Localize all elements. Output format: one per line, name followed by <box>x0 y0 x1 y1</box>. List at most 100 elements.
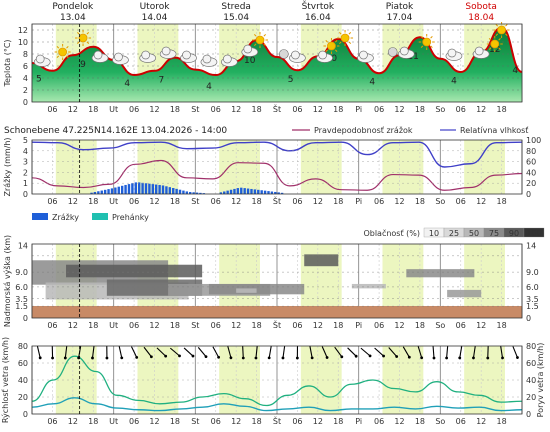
hour-tick-label: 18 <box>496 321 506 330</box>
weekday-tick-label: Pi <box>355 417 362 426</box>
hour-tick-label: 18 <box>333 321 343 330</box>
hour-tick-label: 06 <box>211 321 221 330</box>
hour-tick-label: 12 <box>68 321 78 330</box>
wind-direction-arrow <box>417 346 423 358</box>
precip-probability-line <box>31 159 523 191</box>
legend-rain-swatch <box>32 213 48 220</box>
hour-tick-label: 06 <box>292 105 302 114</box>
wind-direction-arrow <box>402 346 410 358</box>
cloud-axis-label: Nadmorská výška (km) <box>2 235 12 327</box>
hour-tick-label: 12 <box>68 197 78 206</box>
wind-direction-arrow <box>360 347 371 357</box>
hour-tick-label: 06 <box>374 321 384 330</box>
rain-bar <box>202 193 206 194</box>
wind-arrow-head <box>407 355 411 359</box>
weekday-tick-label: Št <box>273 319 281 330</box>
temperature-area <box>32 27 522 102</box>
cloud-scale-swatch <box>523 227 545 238</box>
hour-tick-label: 12 <box>149 321 159 330</box>
cloud-axis-tick: 0 <box>23 314 28 323</box>
hour-tick-label: 18 <box>88 197 98 206</box>
rain-bar <box>185 191 189 194</box>
wind-axis-tick: 60 <box>18 359 28 368</box>
temp-value-label: 9 <box>80 60 86 70</box>
sun-ray <box>56 55 60 59</box>
cloud-puff <box>141 50 151 60</box>
wind-direction-arrow <box>156 347 167 357</box>
hour-tick-label: 18 <box>170 417 180 426</box>
weekday-tick-label: So <box>435 197 445 206</box>
cloud-axis-tick: 9.0 <box>15 268 28 277</box>
wind-direction-arrow <box>459 345 463 359</box>
cloud-puff <box>182 50 191 60</box>
legend-prob-label: Pravdepodobnosť zrážok <box>314 126 413 135</box>
hour-tick-label: 12 <box>476 321 486 330</box>
temp-axis-tick: 2 <box>23 86 28 95</box>
hour-tick-label: 06 <box>374 417 384 426</box>
cloud-legend-title: Oblačnosť (%) <box>363 228 420 238</box>
rain-bar <box>100 190 103 194</box>
hour-tick-label: 06 <box>129 321 139 330</box>
cloud-axis-tick: 14 <box>18 241 28 250</box>
rain-bar <box>90 192 93 194</box>
sun-ray <box>339 31 342 35</box>
cloud-panel-frame <box>31 243 523 319</box>
wind-axis-tick: 40 <box>18 376 28 385</box>
temp-axis-tick: 4 <box>23 74 28 83</box>
hour-tick-label: 06 <box>292 197 302 206</box>
rain-bar <box>277 192 280 194</box>
hour-tick-label: 18 <box>496 105 506 114</box>
hour-tick-label: 18 <box>415 105 425 114</box>
cloud-puff <box>243 44 253 54</box>
hour-tick-label: 12 <box>231 321 241 330</box>
hour-tick-label: 18 <box>251 105 261 114</box>
sun-ray <box>325 49 328 53</box>
hour-tick-label: 06 <box>374 197 384 206</box>
hour-tick-label: 06 <box>211 197 221 206</box>
daylight-band <box>300 346 342 414</box>
rain-bar <box>137 182 141 194</box>
cloud-layer <box>236 288 257 293</box>
sun-icon <box>327 41 336 51</box>
hour-tick-label: 06 <box>47 197 57 206</box>
weekday-tick-label: So <box>435 417 445 426</box>
sun-ray <box>325 39 328 43</box>
hour-tick-label: 12 <box>476 197 486 206</box>
precip-axis-tick: 4 <box>23 147 28 156</box>
gust-axis-tick: 20 <box>526 393 536 402</box>
wind-arrow-head <box>325 356 329 359</box>
weekday-tick-label: So <box>435 105 445 114</box>
wind-arrow-head <box>382 354 385 358</box>
sun-ray <box>77 41 80 45</box>
humidity-line <box>31 141 523 168</box>
sun-ray <box>339 41 342 45</box>
day-name: Sobota <box>465 2 496 12</box>
rain-bar <box>274 191 277 194</box>
humidity-axis-tick: 80 <box>526 147 536 156</box>
rain-bar <box>131 183 134 194</box>
cloud-axis-tick: 6.0 <box>15 283 28 292</box>
wind-direction-arrow <box>255 345 258 359</box>
humidity-axis-tick: 100 <box>526 136 541 145</box>
weekday-tick-label: So <box>435 321 445 330</box>
hour-tick-label: 18 <box>88 321 98 330</box>
rain-bar <box>219 192 223 194</box>
sun-ray <box>334 39 338 43</box>
sun-ray <box>86 41 90 45</box>
rain-bar <box>141 182 144 194</box>
rain-bar <box>195 192 199 194</box>
hour-tick-label: 18 <box>251 321 261 330</box>
sun-ray <box>77 31 80 35</box>
day-date: 15.04 <box>223 13 249 23</box>
wind-arrow-head <box>63 356 67 360</box>
rain-bar <box>114 187 117 194</box>
hour-tick-label: 06 <box>456 105 466 114</box>
wind-direction-arrow <box>309 346 313 358</box>
cloud-scale-label: 25 <box>449 229 459 238</box>
hour-tick-label: 06 <box>47 417 57 426</box>
hour-tick-label: 18 <box>415 321 425 330</box>
humidity-axis-tick: 40 <box>526 168 536 177</box>
wind-arrow-head <box>501 356 504 360</box>
cloud-puff <box>35 54 45 64</box>
wind-direction-arrow <box>169 347 180 357</box>
